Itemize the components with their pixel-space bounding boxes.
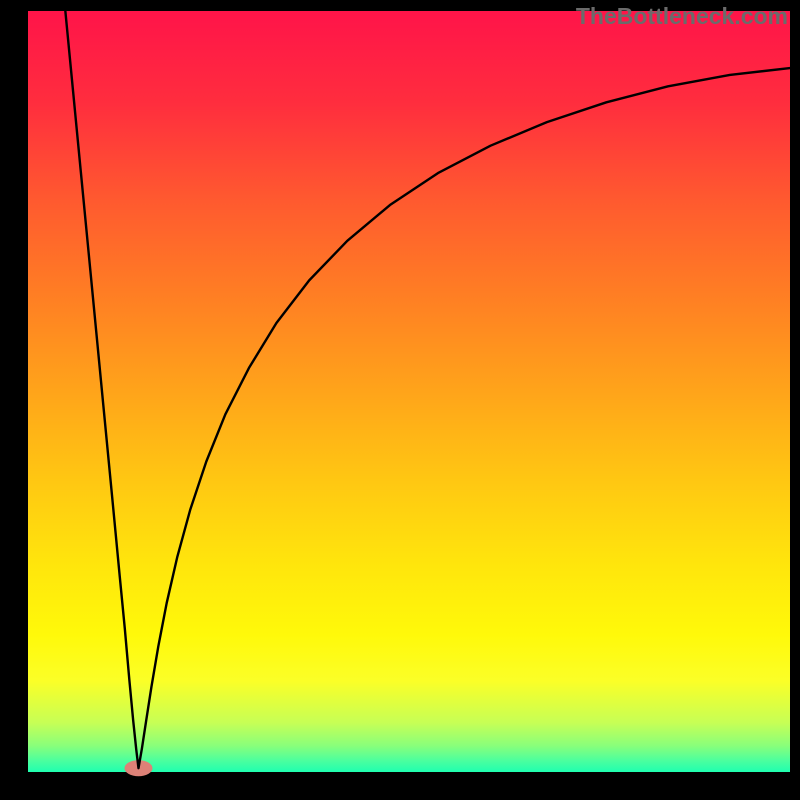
watermark-text: TheBottleneck.com	[576, 3, 788, 30]
plot-gradient-background	[28, 11, 790, 772]
chart-svg	[0, 0, 800, 800]
bottleneck-chart: TheBottleneck.com	[0, 0, 800, 800]
